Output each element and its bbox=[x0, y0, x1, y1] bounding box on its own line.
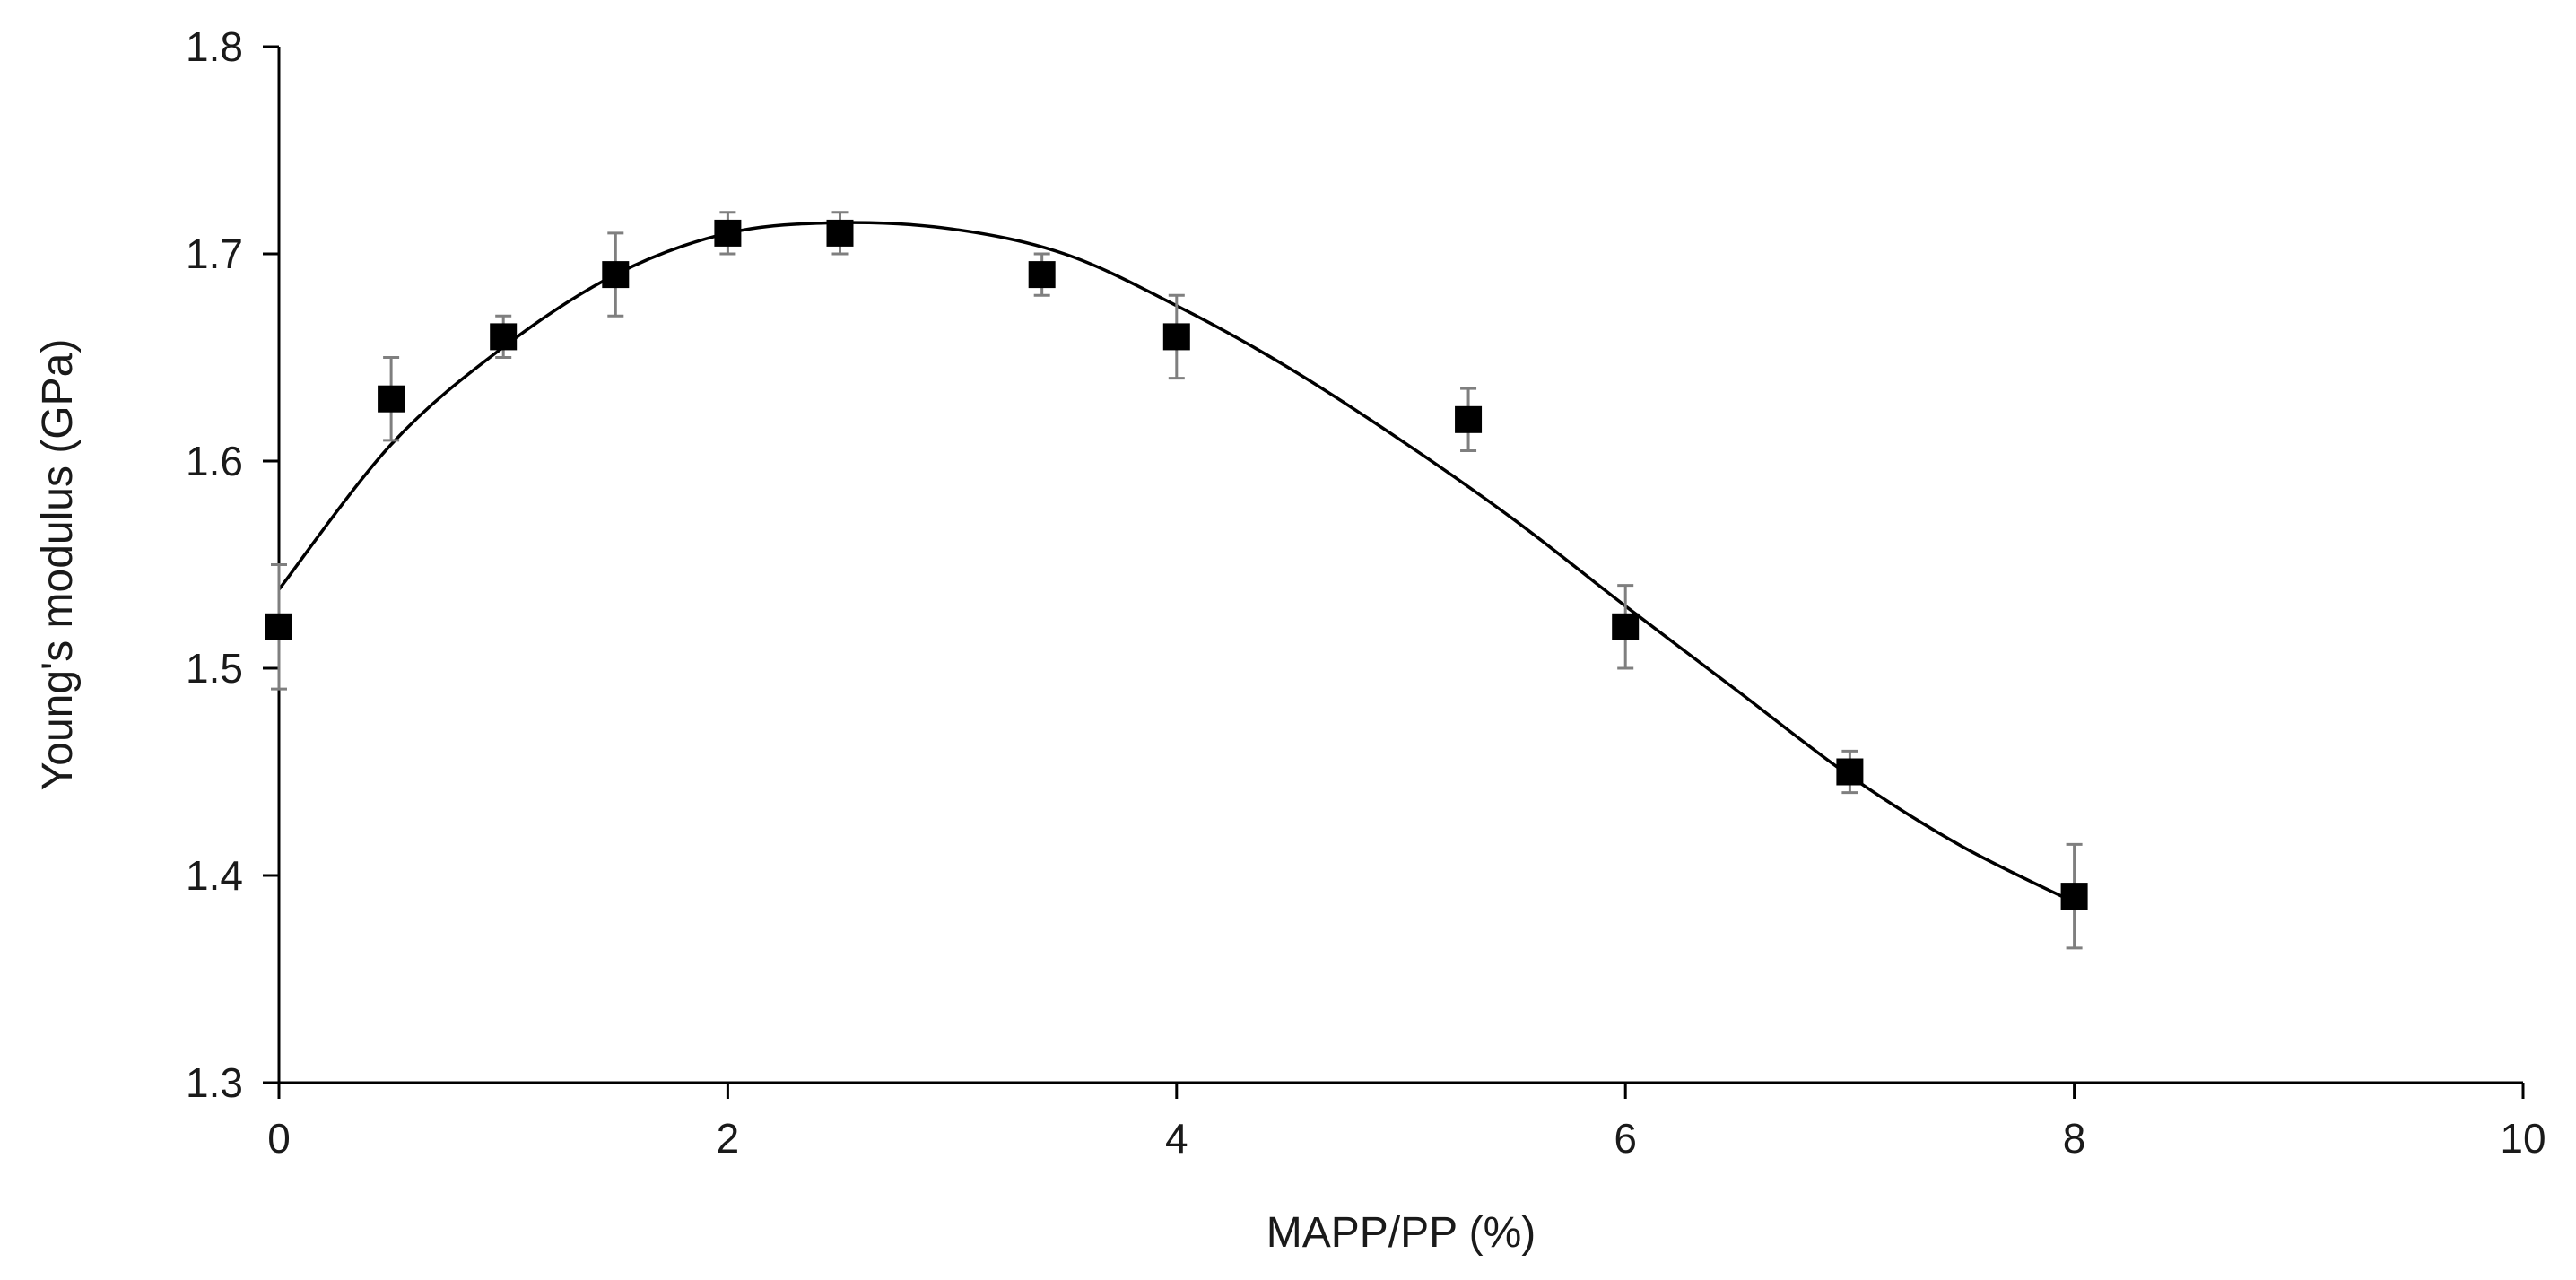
y-tick-label: 1.6 bbox=[186, 438, 243, 484]
x-tick-label: 10 bbox=[2500, 1115, 2546, 1162]
data-point bbox=[1836, 758, 1864, 786]
data-point bbox=[265, 613, 292, 640]
data-point bbox=[1455, 405, 1483, 433]
x-tick-label: 8 bbox=[2063, 1115, 2086, 1162]
data-point bbox=[490, 323, 518, 351]
x-tick-label: 0 bbox=[267, 1115, 291, 1162]
points bbox=[265, 219, 2088, 910]
x-axis-title: MAPP/PP (%) bbox=[1266, 1209, 1536, 1257]
data-point bbox=[378, 385, 405, 413]
data-point bbox=[826, 219, 854, 247]
x-ticks: 0 2 4 6 8 10 bbox=[267, 1083, 2546, 1162]
y-tick-label: 1.4 bbox=[186, 852, 243, 899]
x-tick-label: 2 bbox=[717, 1115, 740, 1162]
errorbars bbox=[271, 211, 2083, 950]
data-point bbox=[714, 219, 742, 247]
x-tick-label: 4 bbox=[1165, 1115, 1188, 1162]
y-axis-title: Young's modulus (GPa) bbox=[34, 339, 82, 791]
axes bbox=[277, 47, 2523, 1084]
x-tick-label: 6 bbox=[1614, 1115, 1637, 1162]
y-tick-label: 1.7 bbox=[186, 231, 243, 277]
data-point bbox=[1162, 323, 1190, 351]
data-point bbox=[1028, 261, 1056, 289]
y-tick-label: 1.5 bbox=[186, 645, 243, 692]
y-tick-label: 1.8 bbox=[186, 23, 243, 70]
data-point bbox=[602, 261, 630, 289]
y-tick-label: 1.3 bbox=[186, 1059, 243, 1106]
data-point bbox=[2060, 883, 2088, 910]
y-ticks: 1.3 1.4 1.5 1.6 1.7 1.8 bbox=[186, 23, 279, 1106]
data-point bbox=[1612, 613, 1640, 640]
